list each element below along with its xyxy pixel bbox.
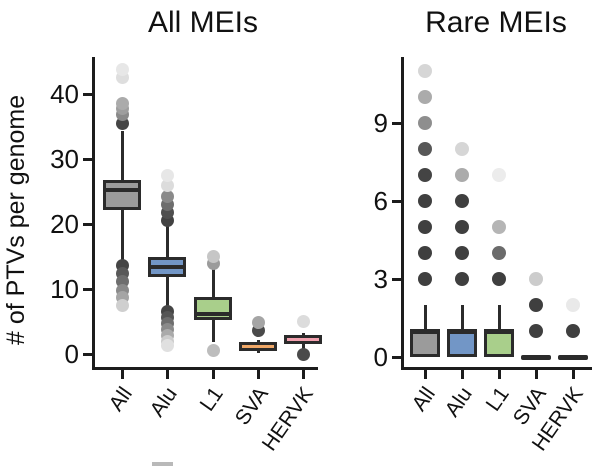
outlier-dot [418,90,432,104]
outlier-dot [115,299,129,313]
x-tick [301,370,305,379]
x-axis [92,367,318,370]
y-tick [83,222,92,226]
x-tick [211,370,215,379]
x-tick [165,370,169,379]
outlier-dot [160,169,174,183]
outlier-dot [160,178,174,192]
outlier-dot [418,246,432,260]
outlier-dot [455,246,469,260]
outlier-dot [115,63,129,77]
outlier-dot [160,189,174,203]
x-tick [256,370,260,379]
median-line [148,264,186,269]
x-tick [497,370,501,379]
right-plot-title: Rare MEIs [425,6,567,39]
outlier-dot [206,343,220,357]
outlier-dot [418,64,432,78]
outlier-dot [160,339,174,353]
y-tick [392,277,401,281]
outlier-dot [492,272,506,286]
outlier-dot [455,168,469,182]
y-tick-label: 30 [50,144,79,174]
y-tick [83,287,92,291]
median-line [194,311,232,316]
y-axis-label: # of PTVs per genome [2,94,30,346]
outlier-dot [418,142,432,156]
x-axis [401,367,592,370]
outlier-dot [296,347,310,361]
outlier-dot [566,298,580,312]
outlier-dot [251,315,265,329]
box [239,342,277,352]
outlier-dot [115,97,129,111]
x-tick [423,370,427,379]
outlier-dot [418,194,432,208]
cropped-legend-artifact [152,462,173,466]
box [484,331,514,357]
collapsed-box [521,354,551,360]
outlier-dot [206,250,220,263]
outlier-dot [529,272,543,286]
y-tick [392,199,401,203]
y-tick-label: 6 [373,186,388,216]
outlier-dot [418,220,432,234]
outlier-dot [566,324,580,338]
outlier-dot [492,168,506,182]
y-tick [392,355,401,359]
y-tick-label: 0 [373,342,388,372]
y-tick-label: 20 [50,209,79,239]
y-tick [83,92,92,96]
outlier-dot [418,272,432,286]
outlier-dot [455,220,469,234]
y-tick [83,352,92,356]
x-tick [571,370,575,379]
y-axis [92,57,95,370]
left-plot-title: All MEIs [147,6,258,39]
median-line [410,329,440,333]
y-tick-label: 9 [373,108,388,138]
y-axis [401,57,404,370]
outlier-dot [418,168,432,182]
outlier-dot [529,324,543,338]
box [103,179,141,210]
y-tick [392,121,401,125]
y-tick-label: 40 [50,79,79,109]
y-tick [83,157,92,161]
outlier-dot [296,315,310,328]
outlier-dot [492,220,506,234]
outlier-dot [492,246,506,260]
box [410,331,440,357]
y-tick-label: 10 [50,274,79,304]
box [447,331,477,357]
y-tick-label: 3 [373,264,388,294]
x-tick [120,370,124,379]
outlier-dot [529,298,543,312]
outlier-dot [455,272,469,286]
median-line [447,329,477,333]
collapsed-box [558,354,588,360]
x-tick [534,370,538,379]
median-line [103,188,141,193]
box [194,296,232,320]
box [284,335,322,344]
y-tick-label: 0 [64,339,79,369]
x-tick [460,370,464,379]
median-line [484,329,514,333]
outlier-dot [418,116,432,130]
outlier-dot [455,194,469,208]
outlier-dot [455,142,469,156]
